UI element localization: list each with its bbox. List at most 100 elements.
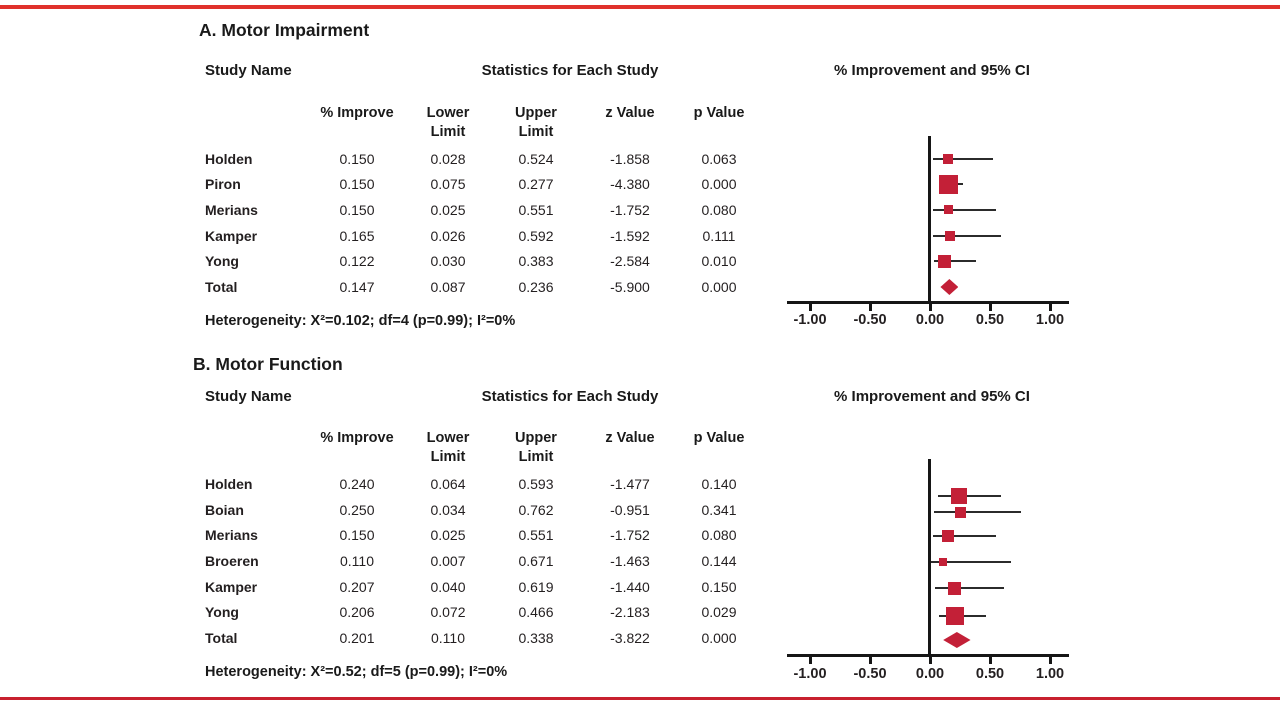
study-name: Kamper (205, 578, 258, 595)
col-header-line: Limit (518, 124, 554, 140)
axis-tick-label: -1.00 (793, 312, 827, 328)
cell-z: -1.858 (610, 150, 650, 167)
cell-lower: 0.087 (430, 279, 466, 295)
cell-lower: 0.072 (430, 604, 466, 621)
cell-z: -1.463 (610, 552, 650, 569)
axis-tick (869, 654, 872, 664)
axis-tick (809, 654, 812, 664)
study-name: Total (205, 279, 238, 295)
cell-p: 0.140 (701, 476, 737, 492)
effect-square (938, 174, 958, 194)
effect-square (948, 581, 962, 595)
panel-b-title: B. Motor Function (193, 354, 343, 374)
effect-square (950, 488, 967, 504)
cell-p: 0.029 (701, 604, 737, 621)
col-header-line: Lower (426, 430, 470, 446)
ci-line (933, 234, 1002, 237)
col-header-line: % Improve (320, 430, 394, 446)
cell-improve: 0.240 (339, 476, 375, 492)
panel-b-stats-header: Statistics for Each Study (481, 388, 659, 405)
cell-upper: 0.619 (518, 578, 554, 595)
axis-tick (1049, 654, 1052, 664)
col-header-line: z Value (605, 105, 655, 121)
col-header-lower: Lower Limit (388, 429, 508, 467)
cell-improve: 0.206 (339, 604, 375, 621)
axis-tick-label: -0.50 (853, 312, 887, 328)
zero-reference-line (928, 136, 931, 304)
axis-tick (809, 301, 812, 311)
axis-tick (929, 301, 932, 311)
cell-p: 0.150 (701, 578, 737, 595)
zero-reference-line (928, 459, 931, 657)
col-header-line: Limit (518, 449, 554, 465)
study-name: Yong (205, 253, 239, 270)
study-name: Piron (205, 176, 241, 193)
col-header-line: Upper (515, 105, 557, 121)
axis-tick-label: 1.00 (1035, 666, 1065, 682)
axis-tick-label: 0.00 (915, 666, 945, 682)
cell-lower: 0.028 (430, 150, 466, 167)
effect-square (938, 254, 952, 268)
cell-improve: 0.150 (339, 176, 375, 193)
cell-improve: 0.150 (339, 527, 375, 544)
col-header-line: % Improve (320, 105, 394, 121)
effect-square (954, 506, 966, 518)
summary-diamond (940, 279, 959, 295)
col-header-improve: % Improve (297, 104, 417, 123)
cell-upper: 0.551 (518, 201, 554, 218)
panel-a-heterogeneity: Heterogeneity: X²=0.102; df=4 (p=0.99); … (205, 313, 516, 329)
cell-p: 0.000 (701, 176, 737, 193)
effect-square (944, 230, 955, 241)
cell-lower: 0.110 (431, 629, 465, 646)
axis-tick (1049, 301, 1052, 311)
axis-tick-label: 0.00 (915, 312, 945, 328)
cell-improve: 0.201 (339, 629, 375, 646)
cell-upper: 0.671 (518, 552, 554, 569)
study-name: Kamper (205, 227, 258, 244)
cell-upper: 0.277 (518, 176, 554, 193)
cell-z: -5.900 (610, 279, 650, 295)
axis-tick (869, 301, 872, 311)
cell-improve: 0.150 (339, 150, 375, 167)
ci-line (934, 587, 1005, 589)
cell-upper: 0.236 (518, 279, 554, 295)
axis-tick (989, 654, 992, 664)
panel-a-title: A. Motor Impairment (199, 20, 370, 40)
cell-p: 0.080 (701, 201, 737, 218)
cell-z: -1.440 (610, 578, 650, 595)
cell-p: 0.144 (701, 552, 737, 569)
cell-upper: 0.592 (518, 227, 554, 244)
col-header-line: z Value (605, 430, 655, 446)
cell-improve: 0.165 (339, 227, 375, 244)
effect-square (939, 558, 948, 566)
axis-tick-label: -0.50 (853, 666, 887, 682)
effect-square (945, 607, 964, 625)
ci-line (933, 535, 997, 537)
cell-z: -2.584 (610, 253, 650, 270)
cell-z: -1.752 (610, 527, 650, 544)
panel-b-plot-header: % Improvement and 95% CI (834, 388, 1030, 405)
cell-p: 0.080 (701, 527, 737, 544)
cell-upper: 0.466 (518, 604, 554, 621)
cell-improve: 0.207 (339, 578, 375, 595)
effect-square (942, 530, 954, 542)
cell-z: -2.183 (610, 604, 650, 621)
cell-z: -3.822 (610, 629, 650, 646)
col-header-line: Limit (430, 449, 466, 465)
cell-p: 0.000 (701, 279, 737, 295)
study-name: Total (205, 629, 238, 646)
cell-improve: 0.150 (339, 201, 375, 218)
top-border-bar (0, 5, 1280, 9)
cell-lower: 0.075 (430, 176, 466, 193)
ci-line (933, 157, 993, 160)
cell-z: -1.752 (610, 201, 650, 218)
col-header-p: p Value (659, 429, 779, 448)
cell-improve: 0.147 (339, 279, 375, 295)
col-header-upper: Upper Limit (476, 429, 596, 467)
ci-line (930, 561, 1011, 563)
col-header-p: p Value (659, 104, 779, 123)
axis-tick-label: 0.50 (975, 666, 1005, 682)
cell-lower: 0.025 (430, 201, 466, 218)
axis-tick (929, 654, 932, 664)
